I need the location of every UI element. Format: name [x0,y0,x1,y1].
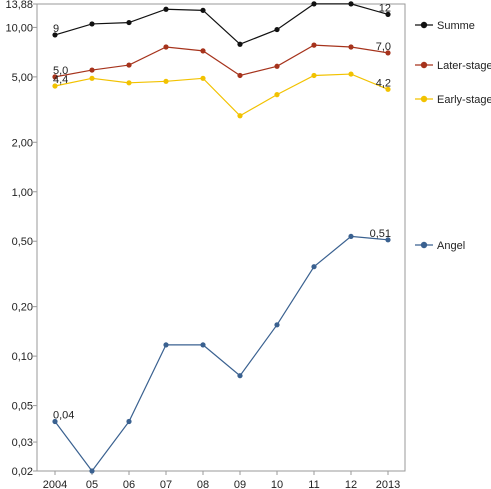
x-tick-label: 08 [197,479,209,489]
series-summe: 9 12 [52,1,391,47]
data-point [274,92,280,98]
data-point [200,48,206,54]
data-point [237,373,243,379]
legend-item: Later-stage [415,60,491,72]
data-label: 5,0 [53,65,68,77]
data-point [385,50,391,56]
y-tick-label: 0,10 [12,351,33,363]
legend-label: Later-stage [437,60,491,72]
x-axis-ticks: 2004 05 06 07 08 09 10 11 12 2013 [43,471,400,489]
data-point [163,6,169,12]
legend-item: Angel [415,240,465,252]
data-point [348,1,354,7]
x-tick-label: 2013 [376,479,400,489]
legend-item: Summe [415,20,475,32]
x-tick-label: 10 [271,479,283,489]
data-label: 0,51 [370,228,391,240]
data-point [311,1,317,7]
chart-axes [36,3,406,472]
data-label: 4,2 [376,77,391,89]
data-label: 12 [379,2,391,14]
data-point [52,418,58,425]
data-point [89,75,95,81]
data-point [89,468,95,474]
legend-marker [420,61,428,69]
legend-label: Early-stage [437,94,491,106]
legend-item: Early-stage [415,94,491,106]
data-point [163,342,169,348]
series-line [54,3,389,45]
data-point [126,418,132,425]
y-axis-ticks: 13,88 10,00 5,00 2,00 1,00 0,50 0,20 0,10 0,05 0,… [5,0,37,478]
x-tick-label: 06 [123,479,135,489]
legend-marker [420,21,428,29]
x-tick-label: 2004 [43,479,67,489]
y-tick-label: 0,20 [12,302,33,314]
legend: Summe Later-stage Early-stage Angel [415,20,491,252]
y-tick-label: 0,02 [12,466,33,478]
data-point [385,237,391,243]
data-point [348,44,354,50]
legend-label: Angel [437,240,465,252]
data-point [237,113,243,119]
data-point [311,42,317,48]
plot-frame [36,3,406,472]
data-point [163,44,169,50]
data-point [200,7,206,13]
data-point [311,264,317,270]
data-point [89,67,95,73]
data-label: 4,4 [53,74,68,86]
y-tick-label: 1,00 [12,187,33,199]
data-point [52,74,58,80]
data-point [52,32,58,38]
data-point [163,78,169,84]
legend-label: Summe [437,20,475,32]
series-later-stage: 5,0 7,0 [52,41,391,80]
y-tick-label: 0,03 [12,437,33,449]
data-point [237,72,243,79]
data-point [385,86,391,92]
data-point [274,26,280,33]
x-tick-label: 09 [234,479,246,489]
data-point [311,72,317,79]
data-label: 9 [53,23,59,35]
data-point [348,233,354,240]
y-tick-label: 0,50 [12,236,33,248]
x-tick-label: 12 [345,479,357,489]
data-point [385,11,391,17]
y-tick-label: 5,00 [12,72,33,84]
series-early-stage: 4,4 4,2 [52,71,391,119]
x-tick-label: 05 [86,479,98,489]
data-point [126,19,132,26]
data-point [52,83,58,89]
data-point [200,342,206,348]
data-label: 7,0 [376,41,391,53]
series-line [54,73,389,117]
data-point [126,62,132,68]
series-line [54,235,389,473]
data-point [274,322,280,328]
series-group: 9 12 5,0 7,0 4,4 4,2 0,04 0,51 [52,1,391,474]
y-tick-label: 0,05 [12,401,33,413]
y-tick-label: 13,88 [5,0,33,11]
data-point [89,21,95,27]
data-point [200,75,206,81]
series-angel: 0,04 0,51 [52,228,391,474]
data-point [274,63,280,69]
data-label: 0,04 [53,410,74,422]
data-point [126,80,132,86]
series-line [54,44,389,78]
data-point [237,41,243,47]
y-tick-label: 10,00 [5,22,33,34]
legend-marker [420,95,428,103]
x-tick-label: 11 [308,479,319,489]
y-tick-label: 2,00 [12,137,33,149]
data-point [348,71,354,77]
x-tick-label: 07 [160,479,172,489]
legend-marker [420,241,428,249]
